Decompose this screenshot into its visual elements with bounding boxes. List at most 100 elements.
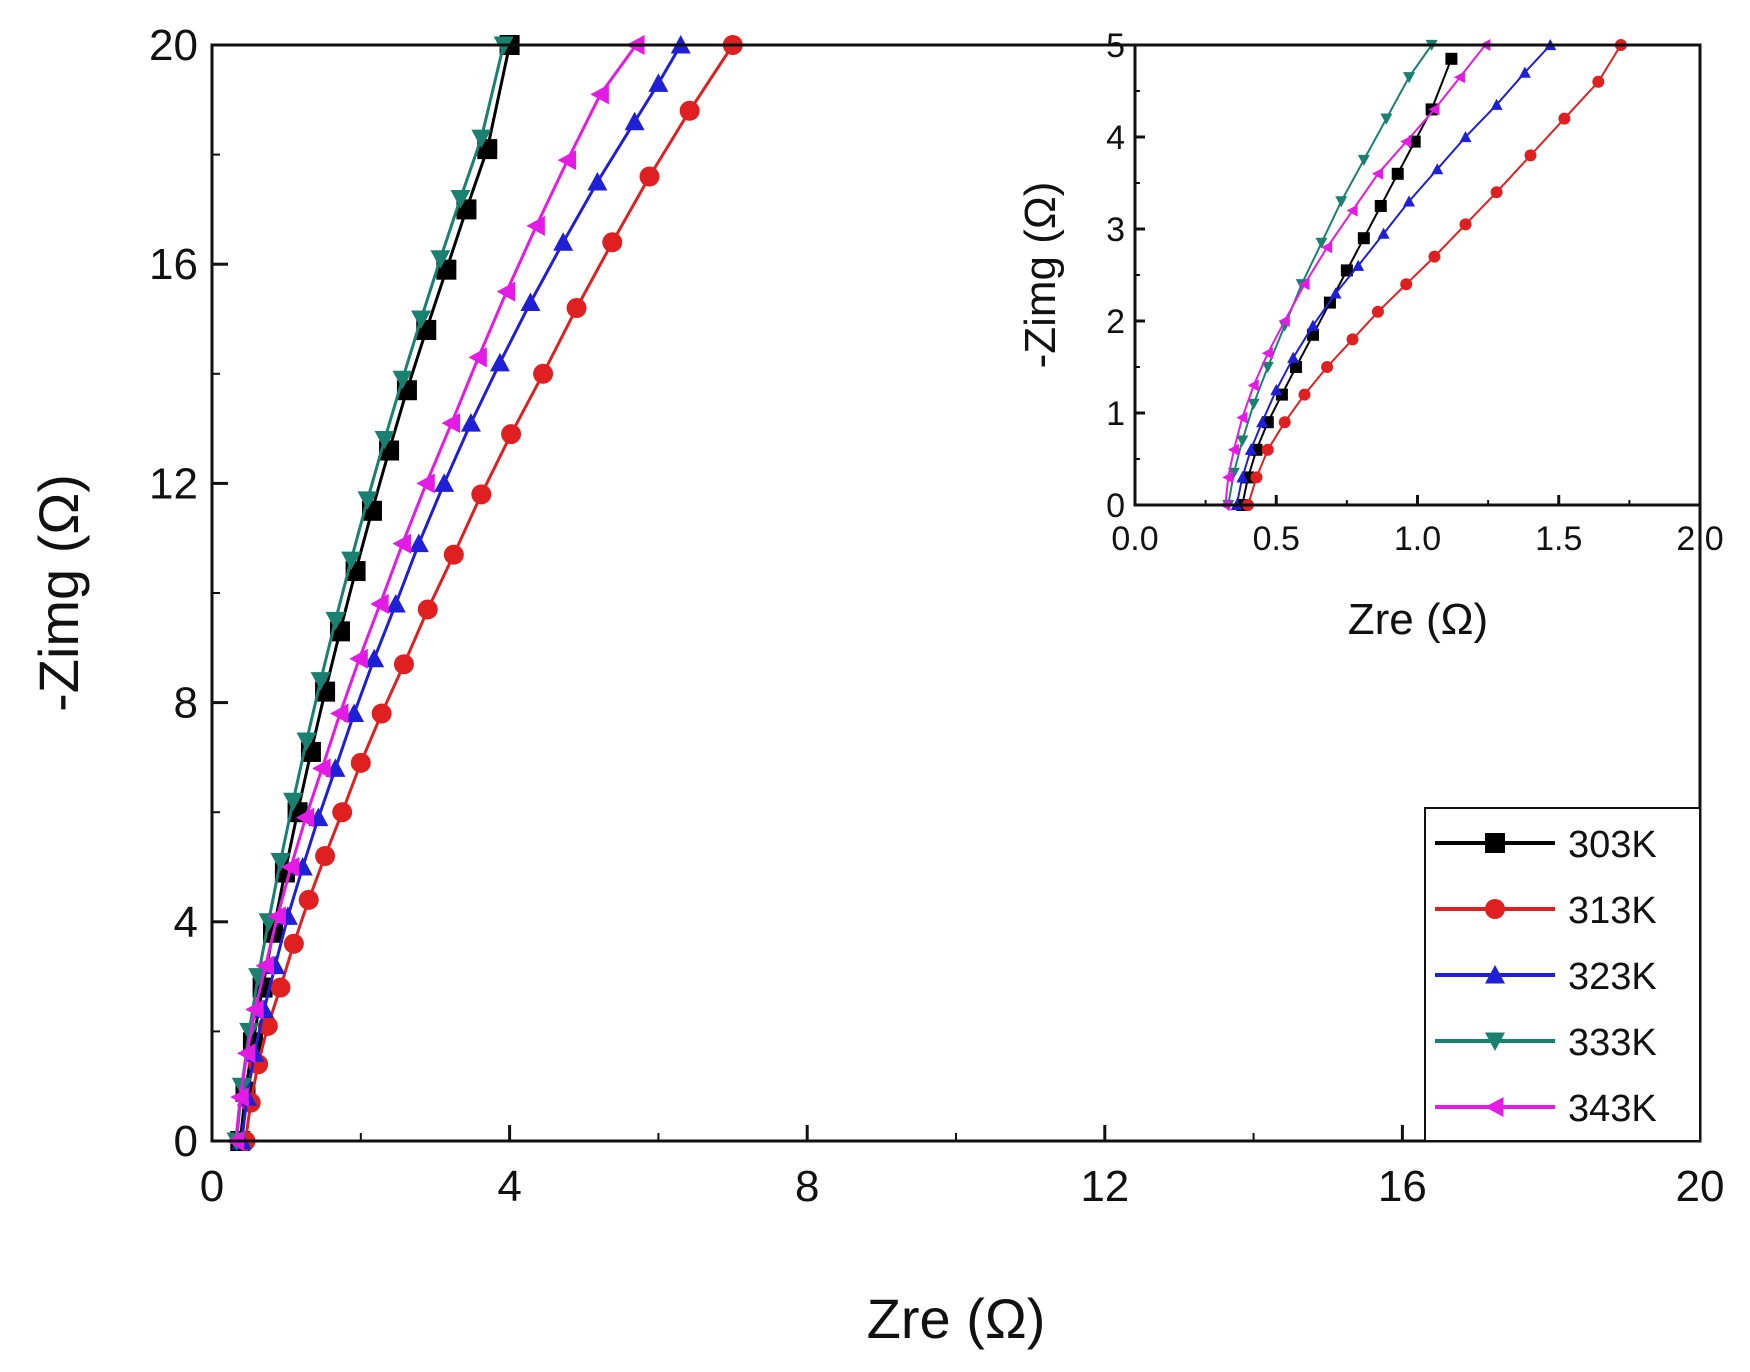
main-point-333K bbox=[325, 611, 346, 631]
inset-y-axis-title: -Zimg (Ω) bbox=[1016, 182, 1065, 369]
main-point-333K bbox=[450, 189, 471, 209]
inset-point-333K bbox=[1335, 196, 1348, 208]
main-point-333K bbox=[270, 853, 291, 872]
inset-chart: 0.0 0.5 1.0 1.5 2.0 0 1 2 3 4 5 Zre (Ω) -Zimg (Ω) bbox=[1016, 27, 1724, 644]
inset-point-323K bbox=[1377, 227, 1390, 239]
main-point-343K bbox=[392, 533, 411, 554]
inset-point-313K bbox=[1261, 443, 1274, 456]
legend-label-333K: 333K bbox=[1568, 1022, 1657, 1064]
main-y-tick-label: 4 bbox=[174, 898, 198, 947]
inset-point-323K bbox=[1403, 195, 1416, 207]
main-y-tick-label: 16 bbox=[149, 240, 198, 289]
main-line-313K bbox=[244, 44, 735, 1142]
legend-item-323K: 323K bbox=[1435, 956, 1657, 998]
inset-point-323K bbox=[1236, 471, 1249, 483]
inset-point-303K bbox=[1340, 264, 1353, 277]
main-point-343K bbox=[280, 857, 300, 877]
main-point-333K bbox=[357, 491, 378, 510]
inset-point-323K bbox=[1490, 98, 1503, 110]
inset-point-333K bbox=[1403, 72, 1416, 84]
inset-point-343K bbox=[1261, 347, 1273, 360]
inset-point-343K bbox=[1428, 103, 1440, 116]
main-point-333K bbox=[341, 551, 362, 571]
inset-y-tick-label: 2 bbox=[1106, 303, 1125, 341]
main-point-333K bbox=[430, 250, 451, 269]
main-x-tick-label: 0 bbox=[200, 1162, 224, 1211]
inset-series-313K bbox=[1242, 39, 1627, 511]
main-point-333K bbox=[374, 431, 395, 450]
inset-point-323K bbox=[1329, 287, 1342, 299]
inset-point-343K bbox=[1371, 167, 1384, 180]
inset-point-333K bbox=[1315, 237, 1328, 249]
main-y-tick-label: 12 bbox=[149, 459, 198, 508]
main-point-343K bbox=[416, 473, 435, 494]
inset-point-303K bbox=[1357, 232, 1370, 245]
inset-point-303K bbox=[1290, 361, 1303, 373]
inset-point-313K bbox=[1524, 149, 1537, 162]
legend-marker-323K bbox=[1485, 965, 1505, 984]
legend-marker-303K bbox=[1485, 833, 1505, 853]
inset-background bbox=[1135, 45, 1700, 505]
inset-ticks-group: 0.0 0.5 1.0 1.5 2.0 0 1 2 3 4 5 bbox=[1106, 27, 1724, 558]
inset-point-313K bbox=[1459, 218, 1472, 231]
inset-point-303K bbox=[1445, 52, 1458, 65]
inset-series-323K bbox=[1230, 39, 1557, 511]
inset-point-323K bbox=[1270, 384, 1283, 396]
main-point-313K bbox=[443, 544, 464, 565]
main-point-323K bbox=[648, 73, 669, 92]
inset-x-tick-label: 1.0 bbox=[1394, 520, 1441, 558]
inset-point-333K bbox=[1247, 398, 1260, 410]
legend-item-313K: 313K bbox=[1435, 890, 1657, 932]
main-point-313K bbox=[393, 654, 414, 675]
inset-point-333K bbox=[1357, 154, 1370, 166]
inset-point-343K bbox=[1247, 379, 1259, 392]
main-point-343K bbox=[441, 413, 461, 434]
inset-point-343K bbox=[1227, 443, 1239, 456]
main-point-343K bbox=[526, 215, 545, 236]
inset-point-303K bbox=[1391, 167, 1404, 180]
inset-series-group bbox=[1219, 39, 1627, 511]
inset-x-tick-label: 0.0 bbox=[1111, 520, 1158, 558]
main-x-tick-label: 8 bbox=[795, 1162, 819, 1211]
inset-point-313K bbox=[1298, 388, 1311, 401]
main-x-tick-label: 16 bbox=[1378, 1162, 1427, 1211]
main-point-343K bbox=[295, 807, 315, 828]
inset-point-323K bbox=[1459, 131, 1472, 143]
main-point-343K bbox=[496, 281, 516, 302]
legend-items-group: 303K 313K 323K 333K 343K bbox=[1435, 824, 1657, 1130]
main-point-343K bbox=[230, 1087, 249, 1108]
inset-point-343K bbox=[1346, 204, 1358, 217]
main-point-323K bbox=[587, 172, 608, 191]
main-point-323K bbox=[489, 352, 510, 372]
main-point-313K bbox=[315, 846, 336, 867]
inset-point-343K bbox=[1400, 135, 1412, 148]
legend: 303K 313K 323K 333K 343K bbox=[1424, 807, 1701, 1142]
legend-item-343K: 343K bbox=[1435, 1088, 1657, 1130]
main-point-313K bbox=[639, 166, 660, 187]
main-point-333K bbox=[239, 1022, 260, 1042]
inset-point-303K bbox=[1408, 135, 1421, 148]
main-point-343K bbox=[255, 955, 275, 976]
main-x-tick-label: 20 bbox=[1676, 1162, 1725, 1211]
main-point-313K bbox=[371, 703, 392, 724]
inset-y-tick-label: 0 bbox=[1106, 487, 1125, 525]
main-point-313K bbox=[298, 889, 319, 910]
main-point-343K bbox=[468, 347, 487, 368]
inset-line-323K bbox=[1235, 44, 1552, 506]
inset-point-323K bbox=[1306, 319, 1319, 331]
main-y-axis-title: -Zimg (Ω) bbox=[27, 474, 90, 712]
main-point-313K bbox=[602, 232, 623, 253]
main-point-343K bbox=[267, 906, 286, 927]
main-x-axis-title: Zre (Ω) bbox=[867, 1287, 1046, 1350]
legend-marker-333K bbox=[1485, 1032, 1505, 1051]
inset-point-323K bbox=[1518, 66, 1531, 78]
main-point-313K bbox=[350, 752, 371, 773]
legend-label-303K: 303K bbox=[1568, 824, 1657, 866]
main-point-333K bbox=[411, 310, 432, 329]
inset-point-313K bbox=[1371, 305, 1384, 318]
main-point-343K bbox=[236, 1043, 256, 1064]
main-point-313K bbox=[501, 424, 522, 445]
